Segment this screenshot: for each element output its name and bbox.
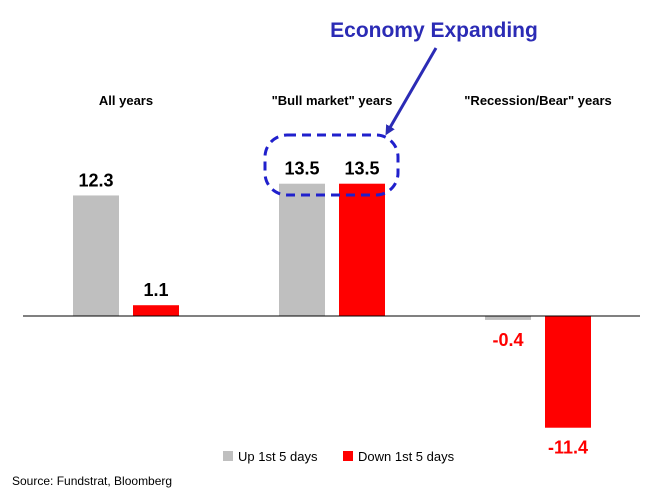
callout-arrow bbox=[385, 47, 438, 136]
bar-up bbox=[485, 316, 531, 320]
data-label: 1.1 bbox=[143, 280, 168, 300]
source-note: Source: Fundstrat, Bloomberg bbox=[12, 474, 172, 488]
callout-annotation: Economy Expanding bbox=[330, 19, 538, 42]
legend-label-up: Up 1st 5 days bbox=[238, 449, 318, 464]
legend-swatch-up bbox=[223, 451, 233, 461]
callout-highlight-box bbox=[263, 133, 400, 197]
bar-up bbox=[279, 183, 325, 316]
data-label: -11.4 bbox=[548, 438, 588, 458]
category-label: All years bbox=[99, 93, 153, 108]
legend: Up 1st 5 days Down 1st 5 days bbox=[223, 449, 455, 464]
data-label: 13.5 bbox=[344, 159, 379, 179]
bar-up bbox=[73, 195, 119, 316]
legend-label-down: Down 1st 5 days bbox=[358, 449, 455, 464]
bar-down bbox=[339, 183, 385, 316]
legend-swatch-down bbox=[343, 451, 353, 461]
bar-down bbox=[545, 316, 591, 428]
data-label: -0.4 bbox=[492, 330, 523, 350]
data-label: 13.5 bbox=[284, 159, 319, 179]
data-label: 12.3 bbox=[78, 170, 113, 190]
category-label: "Bull market" years bbox=[272, 93, 393, 108]
category-label: "Recession/Bear" years bbox=[464, 93, 611, 108]
bar-down bbox=[133, 305, 179, 316]
